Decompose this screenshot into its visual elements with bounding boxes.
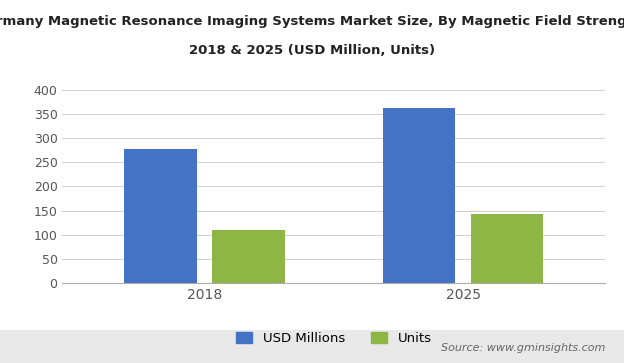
Text: 2018 & 2025 (USD Million, Units): 2018 & 2025 (USD Million, Units) bbox=[189, 44, 435, 57]
Text: Germany Magnetic Resonance Imaging Systems Market Size, By Magnetic Field Streng: Germany Magnetic Resonance Imaging Syste… bbox=[0, 15, 624, 28]
Bar bbox=[212, 230, 285, 283]
Text: Source: www.gminsights.com: Source: www.gminsights.com bbox=[441, 343, 605, 354]
Bar bbox=[124, 148, 197, 283]
Bar bbox=[471, 214, 544, 283]
Bar bbox=[383, 108, 456, 283]
Legend: USD Millions, Units: USD Millions, Units bbox=[231, 326, 437, 350]
